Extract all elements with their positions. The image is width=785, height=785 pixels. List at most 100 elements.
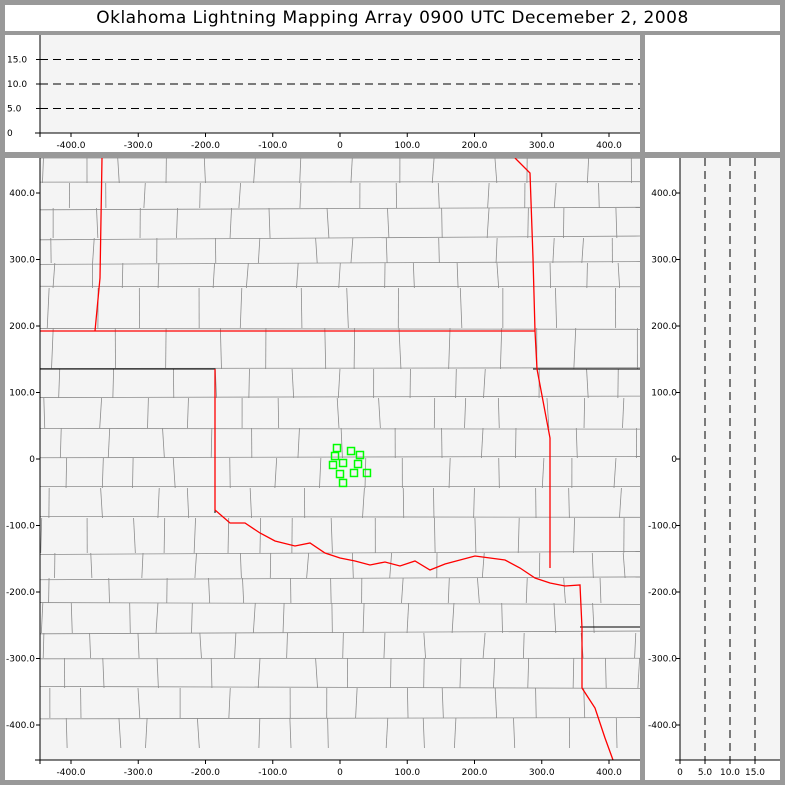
county-line: [239, 287, 243, 329]
county-line: [340, 427, 343, 459]
y-tick-label: 200.0: [9, 322, 35, 332]
county-line: [282, 602, 285, 634]
lightning-source-point: [330, 451, 340, 461]
county-line: [346, 287, 349, 329]
county-line: [483, 368, 486, 399]
x-tick-label: 200.0: [462, 768, 488, 778]
county-line: [39, 576, 641, 581]
county-line: [229, 207, 232, 239]
county-line: [137, 687, 141, 719]
county-line: [523, 632, 525, 659]
county-line: [453, 717, 457, 749]
county-line: [581, 237, 584, 264]
county-line: [494, 687, 498, 719]
county-line: [448, 457, 451, 489]
county-line: [210, 427, 213, 459]
county-line: [234, 632, 237, 659]
county-line: [350, 157, 353, 184]
county-line: [355, 687, 358, 719]
county-line: [553, 182, 557, 209]
county-line: [362, 602, 365, 634]
county-line: [553, 602, 557, 634]
county-line: [494, 157, 498, 184]
county-line: [43, 397, 46, 429]
county-line: [583, 687, 586, 719]
county-line: [51, 327, 54, 370]
lightning-source-point: [332, 443, 342, 453]
county-line: [39, 328, 641, 330]
plan-view-panel: 400.0 300.0 200.0 100.0 0 -100.0 -200.0 -300.0 -…: [5, 157, 641, 780]
x-tick-label: 100.0: [394, 768, 420, 778]
county-line: [112, 368, 115, 399]
plan-view-map: 400.0 300.0 200.0 100.0 0 -100.0 -200.0 -300.0 -…: [6, 157, 641, 778]
county-line: [118, 717, 122, 749]
county-line: [487, 182, 490, 209]
county-line: [299, 182, 302, 209]
county-line: [493, 657, 496, 689]
county-line: [541, 457, 545, 489]
county-line: [527, 657, 530, 689]
county-line: [92, 237, 95, 264]
county-line: [39, 367, 641, 369]
county-line: [383, 632, 386, 659]
county-line: [513, 717, 516, 749]
county-line: [477, 577, 480, 604]
x-tick-label: -400.0: [56, 141, 85, 151]
y-tick-label: 5.0: [7, 105, 22, 115]
county-line: [259, 517, 262, 554]
altitude-vs-x-panel: 0 5.0 10.0 15.0 -400.0 -300.0 -200.0 -100.0 0 100…: [5, 35, 640, 152]
county-line: [100, 487, 103, 519]
county-line: [592, 602, 595, 634]
county-line: [324, 327, 327, 370]
y-tick-label: -200.0: [6, 588, 35, 598]
county-line: [555, 287, 557, 329]
county-line: [497, 397, 500, 429]
y-tick-label: 0: [671, 455, 677, 465]
county-line: [598, 182, 600, 209]
x-tick-label: -200.0: [191, 141, 220, 151]
county-line: [412, 262, 415, 289]
county-line: [39, 551, 641, 555]
county-line: [40, 517, 43, 554]
x-tick-label: 100.0: [394, 141, 420, 151]
county-line: [401, 577, 404, 604]
county-line: [212, 262, 215, 289]
county-line: [501, 602, 503, 634]
county-line: [296, 262, 299, 289]
county-line: [257, 657, 261, 689]
county-line: [499, 327, 503, 370]
y-tick-label: 0: [7, 129, 13, 139]
county-line: [437, 182, 440, 209]
county-line: [315, 237, 318, 264]
county-line: [572, 657, 575, 689]
county-line: [172, 457, 176, 489]
county-line: [42, 157, 44, 184]
x-tick-label: -300.0: [124, 141, 153, 151]
county-line: [482, 632, 486, 659]
county-line: [245, 262, 249, 289]
county-line: [197, 717, 200, 749]
x-tick-label: -300.0: [124, 768, 153, 778]
county-line: [286, 632, 288, 659]
county-line: [486, 207, 490, 239]
x-tick-label: -200.0: [191, 768, 220, 778]
county-line: [108, 577, 110, 604]
x-tick-label: 0: [337, 141, 343, 151]
county-line: [350, 237, 354, 264]
county-line: [156, 657, 159, 689]
y-tick-label: 15.0: [7, 56, 27, 66]
county-line: [517, 517, 520, 554]
lightning-source-point: [353, 459, 363, 469]
county-line: [227, 517, 230, 554]
county-line: [253, 157, 256, 184]
state-border-red-river: [214, 369, 614, 761]
x-tick-label: 300.0: [529, 141, 555, 151]
county-line: [133, 517, 136, 554]
county-line: [163, 517, 166, 554]
county-line: [617, 262, 621, 289]
county-line: [59, 427, 62, 459]
county-line: [145, 717, 148, 749]
lightning-source-point: [335, 469, 345, 479]
county-line: [210, 657, 213, 689]
y-tick-label: 0: [29, 455, 35, 465]
